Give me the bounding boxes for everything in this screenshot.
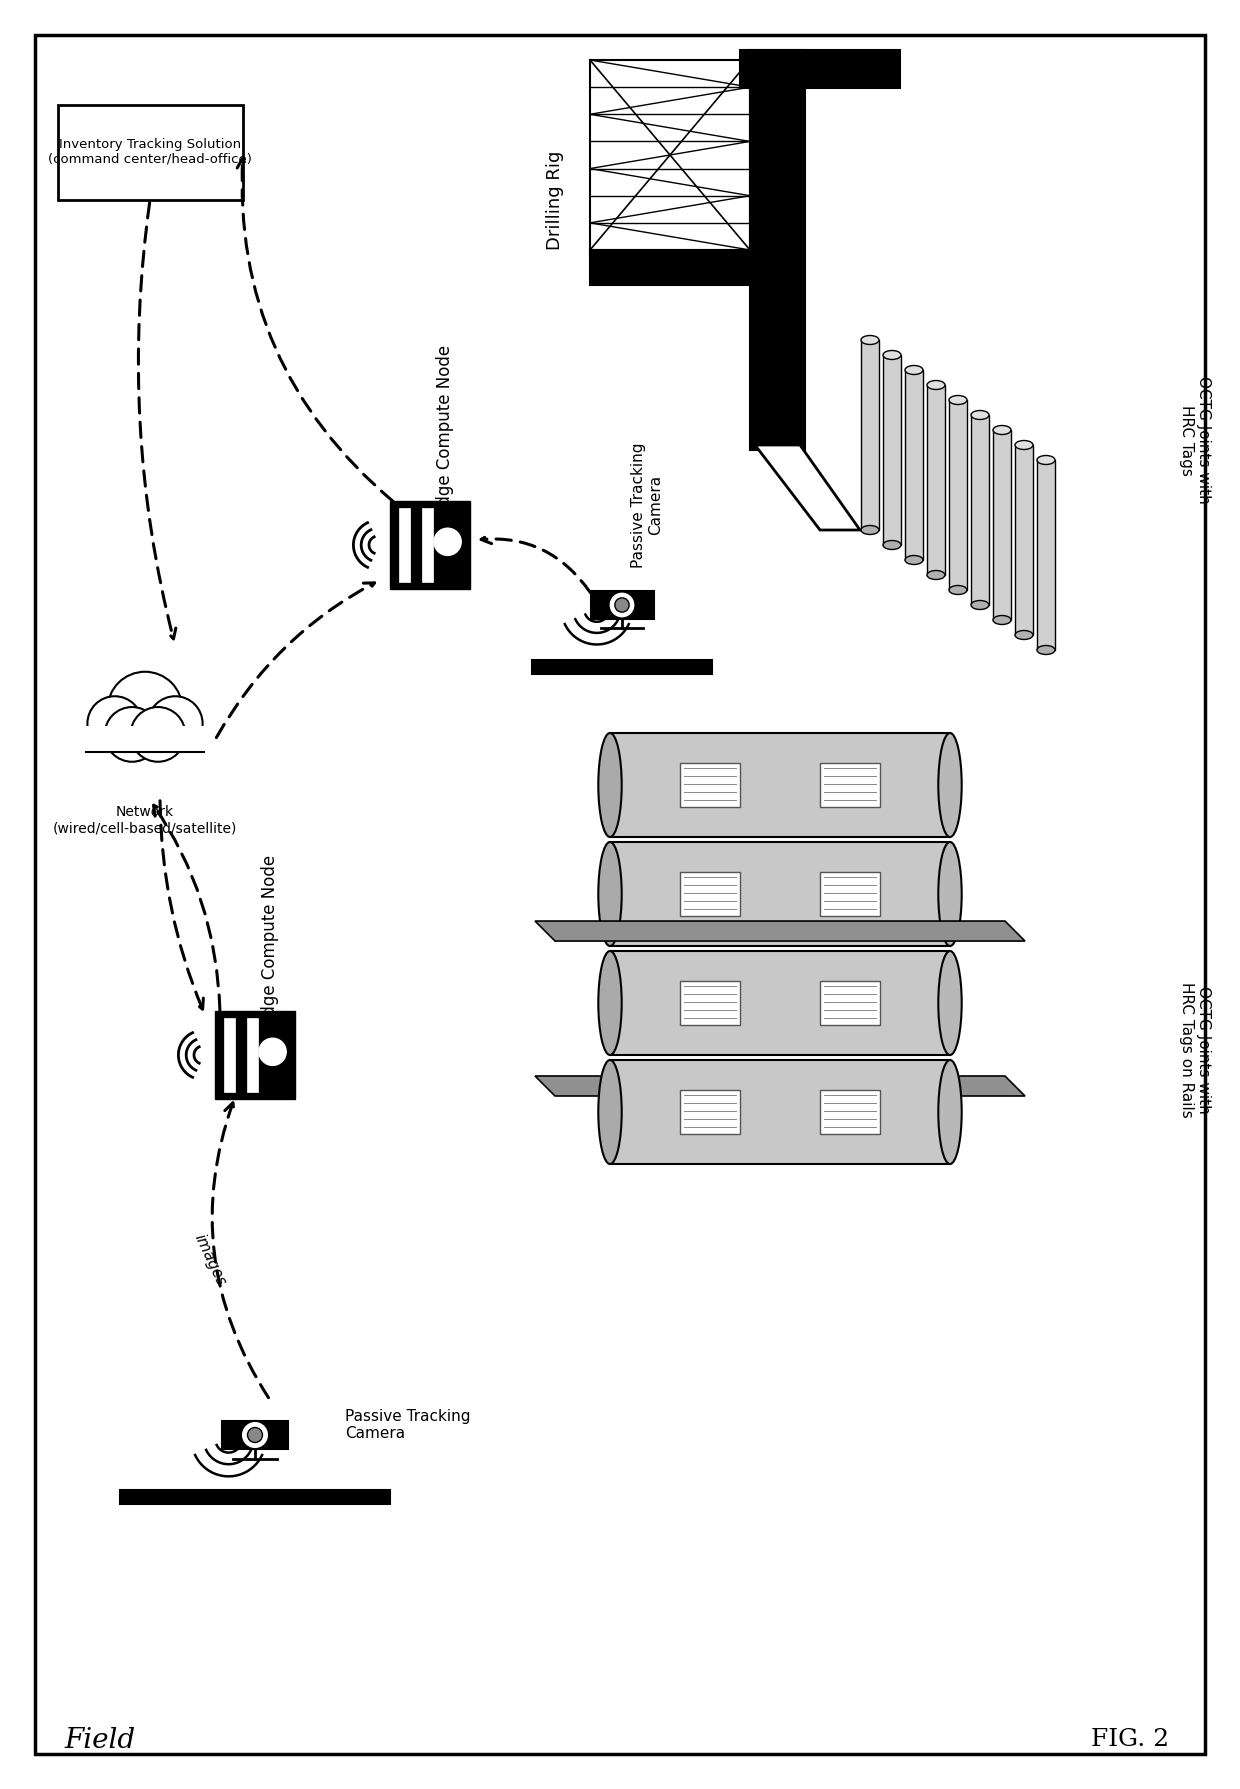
Ellipse shape [971,410,990,419]
Circle shape [609,592,635,619]
Polygon shape [590,592,653,619]
Polygon shape [680,980,740,1025]
Polygon shape [680,871,740,916]
Ellipse shape [928,571,945,580]
Circle shape [241,1420,269,1449]
Ellipse shape [939,733,962,837]
Ellipse shape [971,601,990,610]
Polygon shape [680,1090,740,1134]
Polygon shape [755,445,861,530]
Text: Edge Compute Node: Edge Compute Node [260,855,279,1025]
Bar [750,50,805,451]
Ellipse shape [598,952,621,1056]
Circle shape [130,707,185,762]
Bar [532,660,712,674]
Bar [391,501,470,589]
Ellipse shape [939,843,962,946]
Text: images: images [191,1231,228,1288]
Ellipse shape [949,585,967,594]
Bar [399,508,410,581]
Ellipse shape [939,952,962,1056]
Bar [740,50,900,88]
Polygon shape [820,871,880,916]
Bar [422,508,433,581]
Polygon shape [928,385,945,574]
Bar [224,1018,236,1091]
Ellipse shape [1016,440,1033,449]
Ellipse shape [905,556,923,565]
Circle shape [104,707,160,762]
Text: Inventory Tracking Solution
(command center/head-office): Inventory Tracking Solution (command cen… [48,138,252,166]
Polygon shape [883,354,901,546]
Ellipse shape [949,395,967,404]
Ellipse shape [1037,646,1055,655]
Ellipse shape [993,426,1011,435]
Polygon shape [610,733,950,837]
Ellipse shape [1016,630,1033,639]
Bar [58,106,243,200]
Circle shape [248,1428,263,1442]
Polygon shape [1016,445,1033,635]
Text: Drilling Rig: Drilling Rig [546,150,564,250]
Bar [590,250,755,284]
Ellipse shape [598,1061,621,1165]
Polygon shape [820,980,880,1025]
Polygon shape [820,1090,880,1134]
Polygon shape [1037,460,1055,649]
Text: Network
(wired/cell-based/satellite): Network (wired/cell-based/satellite) [53,805,237,835]
Polygon shape [905,370,923,560]
Polygon shape [680,762,740,807]
Polygon shape [820,762,880,807]
Text: Passive Tracking
Camera: Passive Tracking Camera [631,442,663,567]
Polygon shape [861,340,879,530]
Circle shape [108,671,182,746]
Polygon shape [993,429,1011,621]
Ellipse shape [861,526,879,535]
Polygon shape [534,1075,1025,1097]
Polygon shape [949,401,967,590]
Polygon shape [610,952,950,1056]
Text: FIG. 2: FIG. 2 [1091,1728,1169,1751]
Circle shape [259,1038,286,1066]
Polygon shape [971,415,990,605]
Circle shape [148,696,202,751]
Bar [86,726,205,751]
Text: OCTG Joints with
HRC Tags on Rails: OCTG Joints with HRC Tags on Rails [1179,982,1211,1118]
Ellipse shape [905,365,923,374]
Ellipse shape [993,615,1011,624]
Ellipse shape [1037,456,1055,465]
Polygon shape [534,921,1025,941]
Ellipse shape [861,336,879,345]
Ellipse shape [939,1061,962,1165]
Polygon shape [610,843,950,946]
Text: Field: Field [64,1726,135,1753]
Ellipse shape [883,540,901,549]
Text: Passive Tracking
Camera: Passive Tracking Camera [345,1408,470,1442]
Bar [120,1490,391,1505]
Circle shape [87,696,143,751]
Polygon shape [610,1061,950,1165]
Ellipse shape [928,381,945,390]
Circle shape [615,598,629,612]
Text: Edge Compute Node: Edge Compute Node [436,345,454,515]
Ellipse shape [598,733,621,837]
Bar [215,1011,295,1098]
Ellipse shape [598,843,621,946]
Polygon shape [222,1420,288,1449]
Bar [247,1018,258,1091]
Text: OCTG Joints with
HRC Tags: OCTG Joints with HRC Tags [1179,376,1211,504]
Circle shape [434,528,461,555]
Ellipse shape [883,351,901,360]
